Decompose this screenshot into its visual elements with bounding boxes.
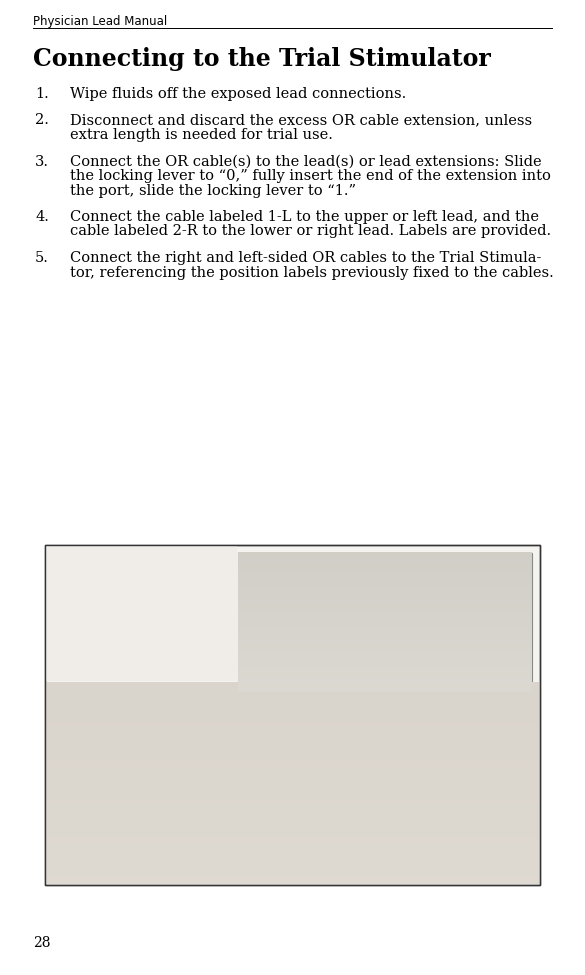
Bar <box>45 545 540 885</box>
Text: tor, referencing the position labels previously fixed to the cables.: tor, referencing the position labels pre… <box>70 265 554 280</box>
Text: the port, slide the locking lever to “1.”: the port, slide the locking lever to “1.… <box>70 183 356 198</box>
Text: 2.: 2. <box>35 113 49 128</box>
Text: 4.: 4. <box>35 210 49 224</box>
Text: extra length is needed for trial use.: extra length is needed for trial use. <box>70 128 333 142</box>
Text: Connecting to the Trial Stimulator: Connecting to the Trial Stimulator <box>33 47 491 71</box>
Text: the locking lever to “0,” fully insert the end of the extension into: the locking lever to “0,” fully insert t… <box>70 169 551 183</box>
Text: Physician Lead Manual: Physician Lead Manual <box>33 15 167 28</box>
Text: Connect the right and left-sided OR cables to the Trial Stimula-: Connect the right and left-sided OR cabl… <box>70 251 541 265</box>
Text: cable labeled 2-R to the lower or right lead. Labels are provided.: cable labeled 2-R to the lower or right … <box>70 224 551 239</box>
Text: 3.: 3. <box>35 154 49 169</box>
Text: Connect the cable labeled 1-L to the upper or left lead, and the: Connect the cable labeled 1-L to the upp… <box>70 210 539 224</box>
Bar <box>238 553 532 692</box>
Bar <box>46 546 237 681</box>
Text: Connect the OR cable(s) to the lead(s) or lead extensions: Slide: Connect the OR cable(s) to the lead(s) o… <box>70 154 542 169</box>
Text: 5.: 5. <box>35 251 49 265</box>
Text: 1.: 1. <box>35 87 49 101</box>
Bar <box>46 682 539 884</box>
Text: Wipe fluids off the exposed lead connections.: Wipe fluids off the exposed lead connect… <box>70 87 406 101</box>
Text: Disconnect and discard the excess OR cable extension, unless: Disconnect and discard the excess OR cab… <box>70 113 532 128</box>
Text: 28: 28 <box>33 936 50 950</box>
Bar <box>45 545 540 885</box>
Bar <box>326 566 488 644</box>
